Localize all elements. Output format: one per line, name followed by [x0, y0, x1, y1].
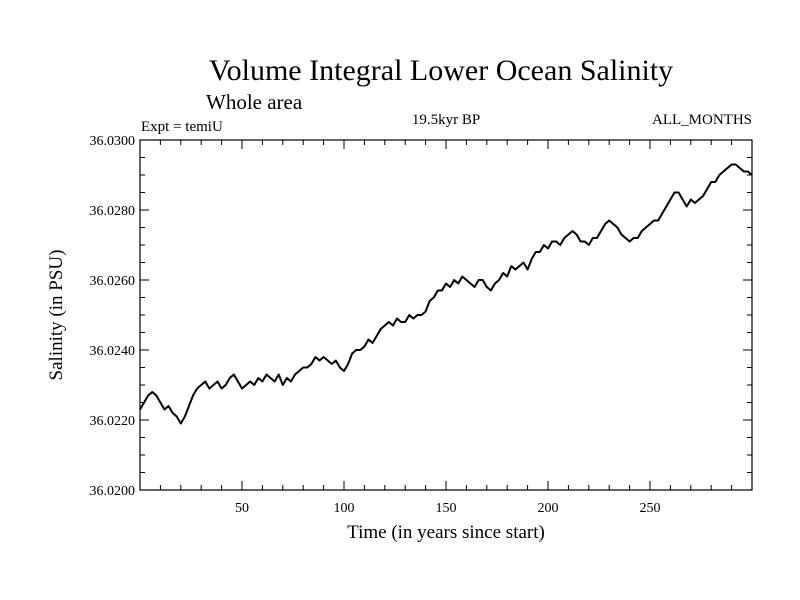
y-tick-label: 36.0260 [90, 274, 136, 289]
axis-ticks [140, 139, 752, 491]
x-tick-label: 200 [538, 501, 559, 516]
x-tick-label: 50 [235, 501, 249, 516]
plot-frame [139, 139, 753, 491]
x-tick-label: 100 [334, 501, 355, 516]
x-tick-label: 150 [436, 501, 457, 516]
period-label: 19.5kyr BP [412, 112, 480, 128]
y-tick-label: 36.0220 [90, 414, 136, 429]
y-tick-labels: 36.0200 36.0220 36.0240 36.0260 36.0280 36.03… [90, 134, 136, 499]
x-tick-labels: 50 100 150 200 250 [235, 501, 661, 516]
chart-title: Volume Integral Lower Ocean Salinity [209, 54, 673, 87]
x-axis-label: Time (in years since start) [347, 522, 545, 543]
y-tick-label: 36.0200 [90, 484, 136, 499]
salinity-series-line [139, 163, 753, 425]
months-label: ALL_MONTHS [652, 112, 752, 128]
experiment-label: Expt = temiU [141, 119, 223, 135]
chart-subtitle: Whole area [206, 90, 303, 114]
x-tick-label: 250 [640, 501, 661, 516]
y-tick-label: 36.0280 [90, 204, 136, 219]
y-tick-label: 36.0240 [90, 344, 136, 359]
y-axis-label: Salinity (in PSU) [46, 250, 67, 381]
y-tick-label: 36.0300 [90, 134, 136, 149]
